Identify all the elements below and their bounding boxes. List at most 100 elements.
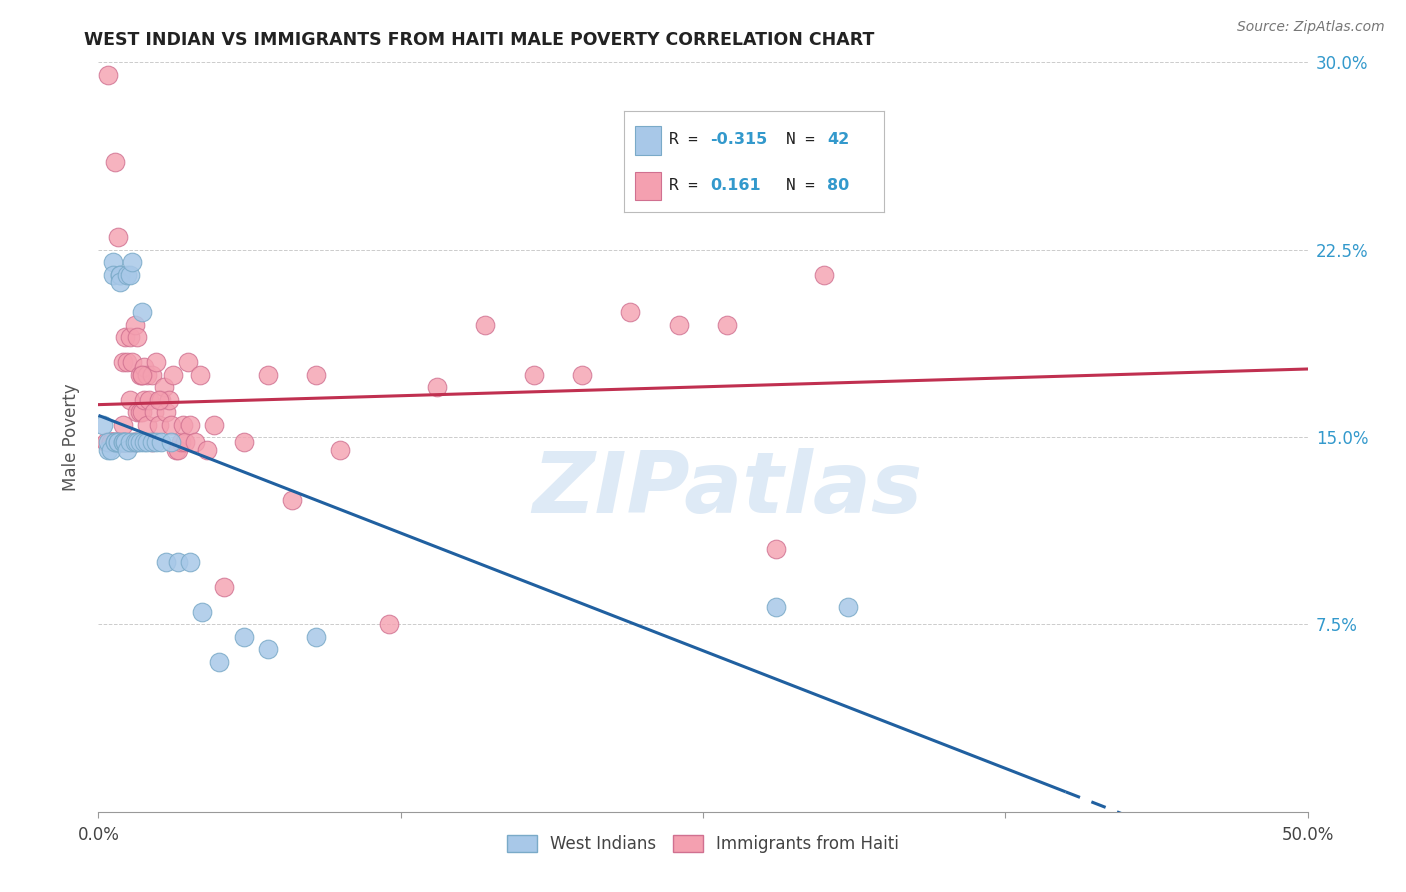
West Indians — [232, 630, 254, 644]
West Indians — [145, 435, 167, 450]
Immigrants from Haiti — [188, 368, 211, 382]
Immigrants from Haiti — [141, 435, 163, 450]
West Indians — [114, 435, 136, 450]
West Indians — [108, 268, 131, 282]
West Indians — [305, 630, 328, 644]
Immigrants from Haiti — [118, 392, 141, 407]
Immigrants from Haiti — [121, 355, 143, 369]
West Indians — [101, 255, 124, 269]
Immigrants from Haiti — [172, 417, 194, 432]
Legend: West Indians, Immigrants from Haiti: West Indians, Immigrants from Haiti — [501, 828, 905, 860]
Immigrants from Haiti — [127, 330, 149, 344]
Immigrants from Haiti — [813, 268, 835, 282]
Immigrants from Haiti — [232, 435, 254, 450]
Immigrants from Haiti — [174, 435, 197, 450]
Immigrants from Haiti — [162, 368, 184, 382]
West Indians — [101, 268, 124, 282]
Immigrants from Haiti — [100, 435, 122, 450]
West Indians — [111, 435, 134, 450]
Immigrants from Haiti — [124, 435, 146, 450]
West Indians — [107, 435, 129, 450]
Immigrants from Haiti — [716, 318, 738, 332]
West Indians — [135, 435, 157, 450]
Immigrants from Haiti — [305, 368, 328, 382]
West Indians — [104, 435, 127, 450]
Immigrants from Haiti — [765, 542, 787, 557]
Immigrants from Haiti — [118, 330, 141, 344]
Immigrants from Haiti — [128, 368, 150, 382]
Immigrants from Haiti — [100, 435, 122, 450]
Immigrants from Haiti — [108, 435, 131, 450]
Immigrants from Haiti — [97, 68, 120, 82]
West Indians — [150, 435, 173, 450]
West Indians — [837, 599, 859, 614]
Immigrants from Haiti — [108, 435, 131, 450]
Immigrants from Haiti — [101, 435, 124, 450]
Immigrants from Haiti — [179, 417, 201, 432]
West Indians — [97, 435, 120, 450]
Immigrants from Haiti — [148, 417, 170, 432]
Immigrants from Haiti — [128, 405, 150, 419]
Immigrants from Haiti — [111, 417, 134, 432]
Immigrants from Haiti — [131, 405, 153, 419]
West Indians — [155, 555, 177, 569]
West Indians — [191, 605, 214, 619]
West Indians — [111, 435, 134, 450]
Immigrants from Haiti — [256, 368, 278, 382]
West Indians — [131, 305, 153, 319]
Immigrants from Haiti — [100, 435, 122, 450]
Immigrants from Haiti — [155, 405, 177, 419]
Immigrants from Haiti — [134, 360, 156, 375]
Immigrants from Haiti — [160, 417, 183, 432]
Immigrants from Haiti — [619, 305, 641, 319]
Immigrants from Haiti — [152, 380, 174, 394]
Immigrants from Haiti — [117, 355, 139, 369]
Immigrants from Haiti — [184, 435, 207, 450]
Immigrants from Haiti — [117, 435, 139, 450]
West Indians — [117, 268, 139, 282]
Immigrants from Haiti — [138, 392, 160, 407]
West Indians — [108, 268, 131, 282]
Immigrants from Haiti — [157, 392, 180, 407]
Immigrants from Haiti — [167, 442, 190, 457]
Immigrants from Haiti — [104, 435, 127, 450]
Immigrants from Haiti — [426, 380, 449, 394]
Immigrants from Haiti — [377, 617, 399, 632]
West Indians — [141, 435, 163, 450]
Immigrants from Haiti — [134, 392, 156, 407]
West Indians — [114, 435, 136, 450]
Immigrants from Haiti — [143, 405, 166, 419]
Immigrants from Haiti — [150, 392, 173, 407]
Immigrants from Haiti — [131, 368, 153, 382]
Immigrants from Haiti — [195, 442, 218, 457]
West Indians — [124, 435, 146, 450]
Immigrants from Haiti — [165, 442, 187, 457]
Immigrants from Haiti — [111, 435, 134, 450]
Immigrants from Haiti — [329, 442, 352, 457]
Immigrants from Haiti — [281, 492, 304, 507]
Immigrants from Haiti — [114, 330, 136, 344]
Text: WEST INDIAN VS IMMIGRANTS FROM HAITI MALE POVERTY CORRELATION CHART: WEST INDIAN VS IMMIGRANTS FROM HAITI MAL… — [84, 31, 875, 49]
West Indians — [97, 442, 120, 457]
Immigrants from Haiti — [145, 355, 167, 369]
West Indians — [127, 435, 149, 450]
West Indians — [134, 435, 156, 450]
Immigrants from Haiti — [212, 580, 235, 594]
Immigrants from Haiti — [135, 368, 157, 382]
West Indians — [91, 417, 114, 432]
Immigrants from Haiti — [474, 318, 496, 332]
West Indians — [765, 599, 787, 614]
West Indians — [208, 655, 231, 669]
West Indians — [118, 435, 141, 450]
West Indians — [117, 442, 139, 457]
Immigrants from Haiti — [131, 368, 153, 382]
West Indians — [118, 268, 141, 282]
Immigrants from Haiti — [104, 155, 127, 169]
Immigrants from Haiti — [121, 435, 143, 450]
Immigrants from Haiti — [111, 435, 134, 450]
Immigrants from Haiti — [101, 435, 124, 450]
Immigrants from Haiti — [107, 230, 129, 244]
Immigrants from Haiti — [111, 355, 134, 369]
West Indians — [100, 442, 122, 457]
Immigrants from Haiti — [177, 355, 200, 369]
